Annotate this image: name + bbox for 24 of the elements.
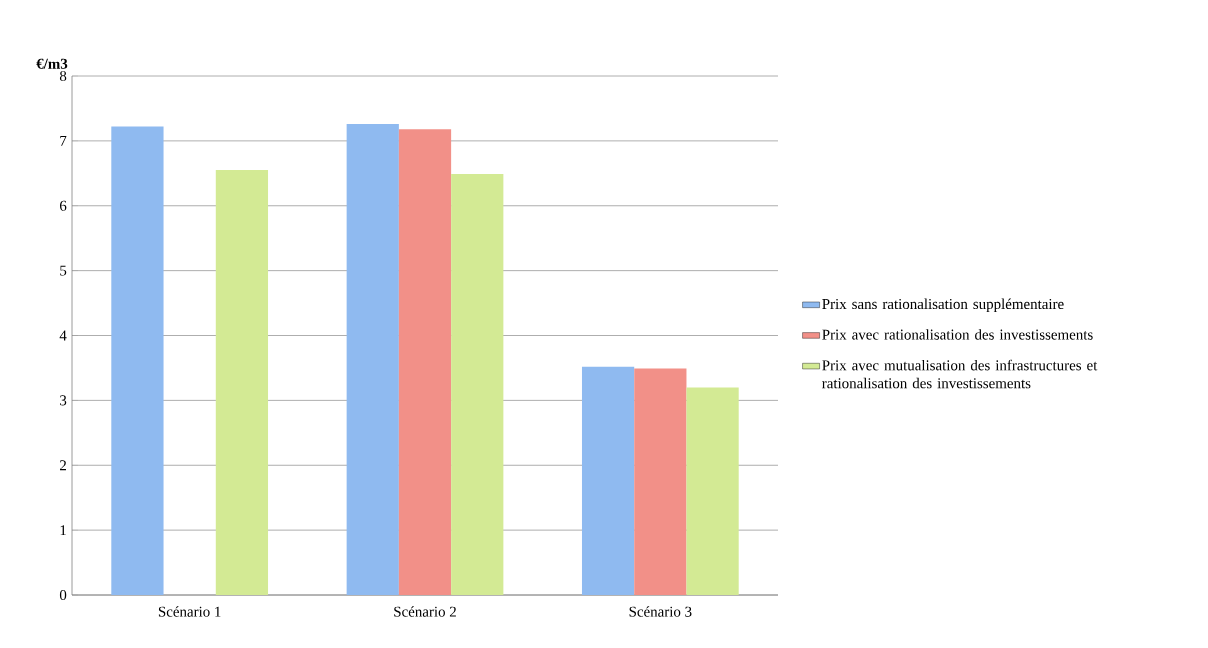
y-tick-label: 7	[60, 135, 67, 146]
y-axis-title: €/m3	[36, 58, 68, 69]
y-tick-label: 5	[60, 265, 67, 276]
legend-label: Prix avec mutualisation des infrastructures et rationalisation des investissements	[822, 359, 1098, 389]
x-tick-label: Scénario 2	[394, 606, 456, 617]
y-tick-label: 6	[59, 200, 67, 211]
x-tick-label: Scénario 3	[629, 606, 692, 617]
y-tick-label: 4	[59, 330, 67, 341]
y-tick-label: 3	[60, 395, 67, 406]
legend-label: Prix avec rationalisation des investissements	[822, 329, 1093, 340]
bar	[451, 173, 504, 595]
bar	[686, 387, 739, 595]
bar	[581, 366, 635, 595]
bar	[634, 368, 687, 595]
bar	[398, 129, 452, 595]
legend-label: Prix sans rationalisation supplémentaire	[822, 298, 1064, 313]
x-tick-label: Scénario 1	[158, 606, 221, 617]
y-tick-label: 0	[59, 589, 67, 601]
bar	[346, 124, 399, 595]
y-tick-label: 8	[59, 70, 67, 82]
y-tick-label: 1	[60, 525, 66, 536]
y-tick-label: 2	[60, 460, 66, 471]
bar	[215, 170, 269, 595]
bar	[111, 126, 164, 595]
